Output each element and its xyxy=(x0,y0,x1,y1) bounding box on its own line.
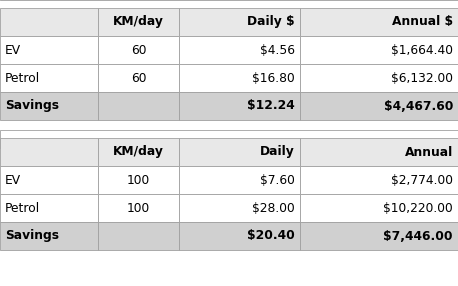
Text: 60: 60 xyxy=(131,43,146,57)
Bar xyxy=(0,166,98,194)
Text: 60: 60 xyxy=(131,72,146,84)
Bar xyxy=(98,138,179,166)
Bar xyxy=(300,138,458,166)
Bar xyxy=(0,222,98,250)
Bar xyxy=(300,194,458,222)
Bar xyxy=(98,222,179,250)
Text: EV: EV xyxy=(5,174,21,186)
Bar xyxy=(179,36,300,64)
Bar xyxy=(300,222,458,250)
Text: Daily: Daily xyxy=(260,146,295,158)
Text: Petrol: Petrol xyxy=(5,72,40,84)
Text: $7,446.00: $7,446.00 xyxy=(383,229,453,243)
Text: $7.60: $7.60 xyxy=(260,174,295,186)
Bar xyxy=(98,8,179,36)
Text: KM/day: KM/day xyxy=(113,15,164,29)
Bar xyxy=(300,36,458,64)
Text: $4,467.60: $4,467.60 xyxy=(384,100,453,112)
Text: Savings: Savings xyxy=(5,100,59,112)
Bar xyxy=(0,138,98,166)
Bar xyxy=(300,92,458,120)
Bar xyxy=(179,8,300,36)
Bar xyxy=(0,8,98,36)
Bar xyxy=(98,194,179,222)
Text: Annual $: Annual $ xyxy=(392,15,453,29)
Text: $2,774.00: $2,774.00 xyxy=(391,174,453,186)
Text: 100: 100 xyxy=(127,202,150,214)
Bar xyxy=(179,166,300,194)
Bar xyxy=(0,64,98,92)
Text: $28.00: $28.00 xyxy=(252,202,295,214)
Text: $20.40: $20.40 xyxy=(247,229,295,243)
Bar xyxy=(179,138,300,166)
Text: Annual: Annual xyxy=(405,146,453,158)
Bar xyxy=(179,194,300,222)
Bar xyxy=(300,8,458,36)
Text: $16.80: $16.80 xyxy=(252,72,295,84)
Bar xyxy=(0,36,98,64)
Bar xyxy=(98,92,179,120)
Text: Savings: Savings xyxy=(5,229,59,243)
Bar xyxy=(179,64,300,92)
Text: Petrol: Petrol xyxy=(5,202,40,214)
Bar xyxy=(0,130,458,148)
Text: $12.24: $12.24 xyxy=(247,100,295,112)
Text: 100: 100 xyxy=(127,174,150,186)
Bar xyxy=(300,166,458,194)
Text: $1,664.40: $1,664.40 xyxy=(391,43,453,57)
Bar xyxy=(98,64,179,92)
Bar xyxy=(98,36,179,64)
Text: $10,220.00: $10,220.00 xyxy=(383,202,453,214)
Text: $6,132.00: $6,132.00 xyxy=(391,72,453,84)
Text: Daily $: Daily $ xyxy=(247,15,295,29)
Bar xyxy=(0,92,98,120)
Bar xyxy=(98,166,179,194)
Text: KM/day: KM/day xyxy=(113,146,164,158)
Bar xyxy=(179,222,300,250)
Bar xyxy=(0,194,98,222)
Bar xyxy=(179,92,300,120)
Text: $4.56: $4.56 xyxy=(260,43,295,57)
Bar xyxy=(300,64,458,92)
Text: EV: EV xyxy=(5,43,21,57)
